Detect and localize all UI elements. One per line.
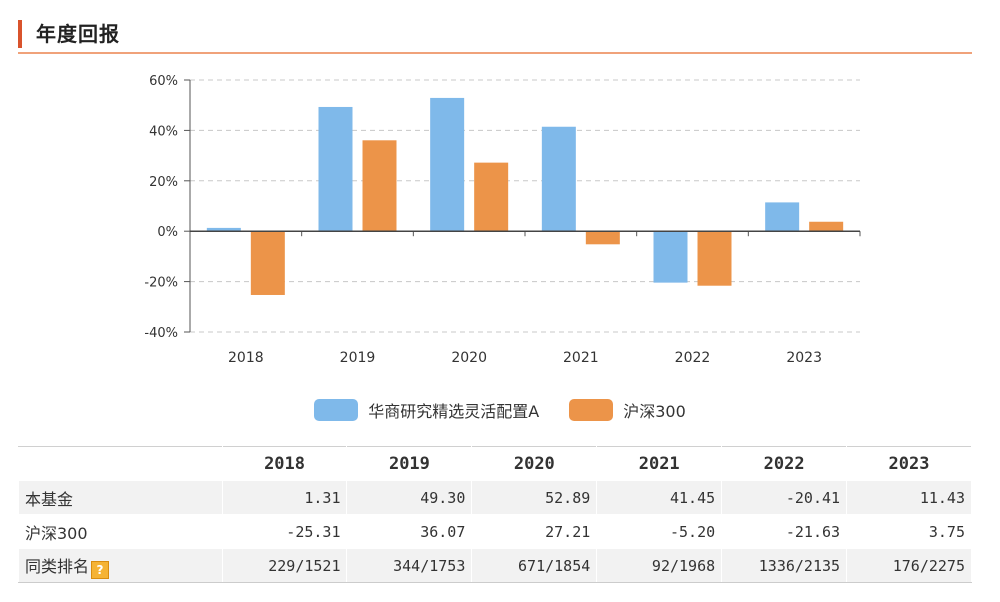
table-cell: 1336/2135 — [721, 548, 848, 583]
section-title: 年度回报 — [36, 22, 120, 46]
table-header-year: 2019 — [346, 446, 473, 481]
row-label: 同类排名 — [25, 556, 90, 576]
chart-legend: 华商研究精选灵活配置A 沪深300 — [0, 398, 1000, 422]
legend-label-index: 沪深300 — [623, 402, 686, 421]
legend-item-fund[interactable]: 华商研究精选灵活配置A — [314, 398, 539, 422]
y-tick-label: -40% — [144, 326, 178, 341]
bar-index — [250, 231, 285, 295]
table-header-year: 2018 — [221, 446, 348, 481]
table-cell: 1.31 — [221, 480, 348, 515]
table-cell: 3.75 — [846, 514, 972, 549]
table-header-year: 2022 — [721, 446, 848, 481]
table-header-year: 2023 — [846, 446, 972, 481]
bar-index — [474, 162, 509, 232]
bar-fund — [541, 126, 576, 232]
bar-index — [809, 221, 844, 232]
table-header-year: 2020 — [471, 446, 598, 481]
row-label: 沪深300 — [18, 514, 223, 549]
bar-fund — [430, 97, 465, 232]
table-cell: 52.89 — [471, 480, 598, 515]
legend-label-fund: 华商研究精选灵活配置A — [368, 402, 540, 421]
y-tick-label: -20% — [144, 276, 178, 291]
table-cell: -21.63 — [721, 514, 848, 549]
legend-item-index[interactable]: 沪深300 — [569, 398, 686, 422]
bar-index — [585, 231, 620, 245]
table-cell: 49.30 — [346, 480, 473, 515]
x-tick-label: 2021 — [563, 350, 599, 366]
table-cell: -25.31 — [221, 514, 348, 549]
table-cell: 11.43 — [846, 480, 972, 515]
annual-return-chart: 60% 40% 20% 0% -20% -40% 2018 2019 2020 2021 2022 2… — [144, 74, 861, 366]
table-cell: 176/2275 — [846, 548, 972, 583]
x-tick-label: 2018 — [228, 350, 264, 366]
table-row-index: 沪深300 -25.31 36.07 27.21 -5.20 -21.63 3.… — [18, 514, 972, 549]
bar-fund — [318, 106, 353, 232]
legend-swatch-fund — [314, 399, 359, 421]
table-cell: 671/1854 — [471, 548, 598, 583]
y-tick-label: 0% — [157, 225, 178, 240]
section-header: 年度回报 — [18, 12, 972, 54]
table-corner-cell — [18, 446, 223, 481]
section-accent-bar — [18, 20, 22, 48]
x-tick-label: 2023 — [786, 350, 822, 366]
table-cell: -5.20 — [596, 514, 723, 549]
table-row-rank: 同类排名? 229/1521 344/1753 671/1854 92/1968… — [18, 548, 972, 583]
row-label-rank: 同类排名? — [18, 548, 223, 583]
table-cell: 27.21 — [471, 514, 598, 549]
help-icon[interactable]: ? — [91, 560, 110, 579]
bar-index — [362, 140, 397, 232]
row-label: 本基金 — [18, 480, 223, 515]
table-cell: 229/1521 — [221, 548, 348, 583]
table-cell: -20.41 — [721, 480, 848, 515]
legend-swatch-index — [569, 399, 614, 421]
table-cell: 344/1753 — [346, 548, 473, 583]
table-header-row: 2018 2019 2020 2021 2022 2023 — [18, 446, 972, 481]
x-tick-label: 2022 — [675, 350, 711, 366]
y-tick-label: 20% — [149, 175, 178, 190]
table-header-year: 2021 — [596, 446, 723, 481]
x-tick-label: 2019 — [340, 350, 376, 366]
annual-return-table: 2018 2019 2020 2021 2022 2023 本基金 1.31 4… — [18, 446, 972, 583]
y-tick-label: 40% — [149, 124, 178, 139]
bar-index — [697, 231, 732, 286]
table-cell: 92/1968 — [596, 548, 723, 583]
bar-fund — [765, 202, 800, 232]
bar-fund — [206, 227, 241, 232]
table-row-fund: 本基金 1.31 49.30 52.89 41.45 -20.41 11.43 — [18, 480, 972, 515]
table-cell: 36.07 — [346, 514, 473, 549]
bar-fund — [653, 231, 688, 283]
table-cell: 41.45 — [596, 480, 723, 515]
x-tick-label: 2020 — [451, 350, 487, 366]
y-tick-label: 60% — [149, 74, 178, 89]
